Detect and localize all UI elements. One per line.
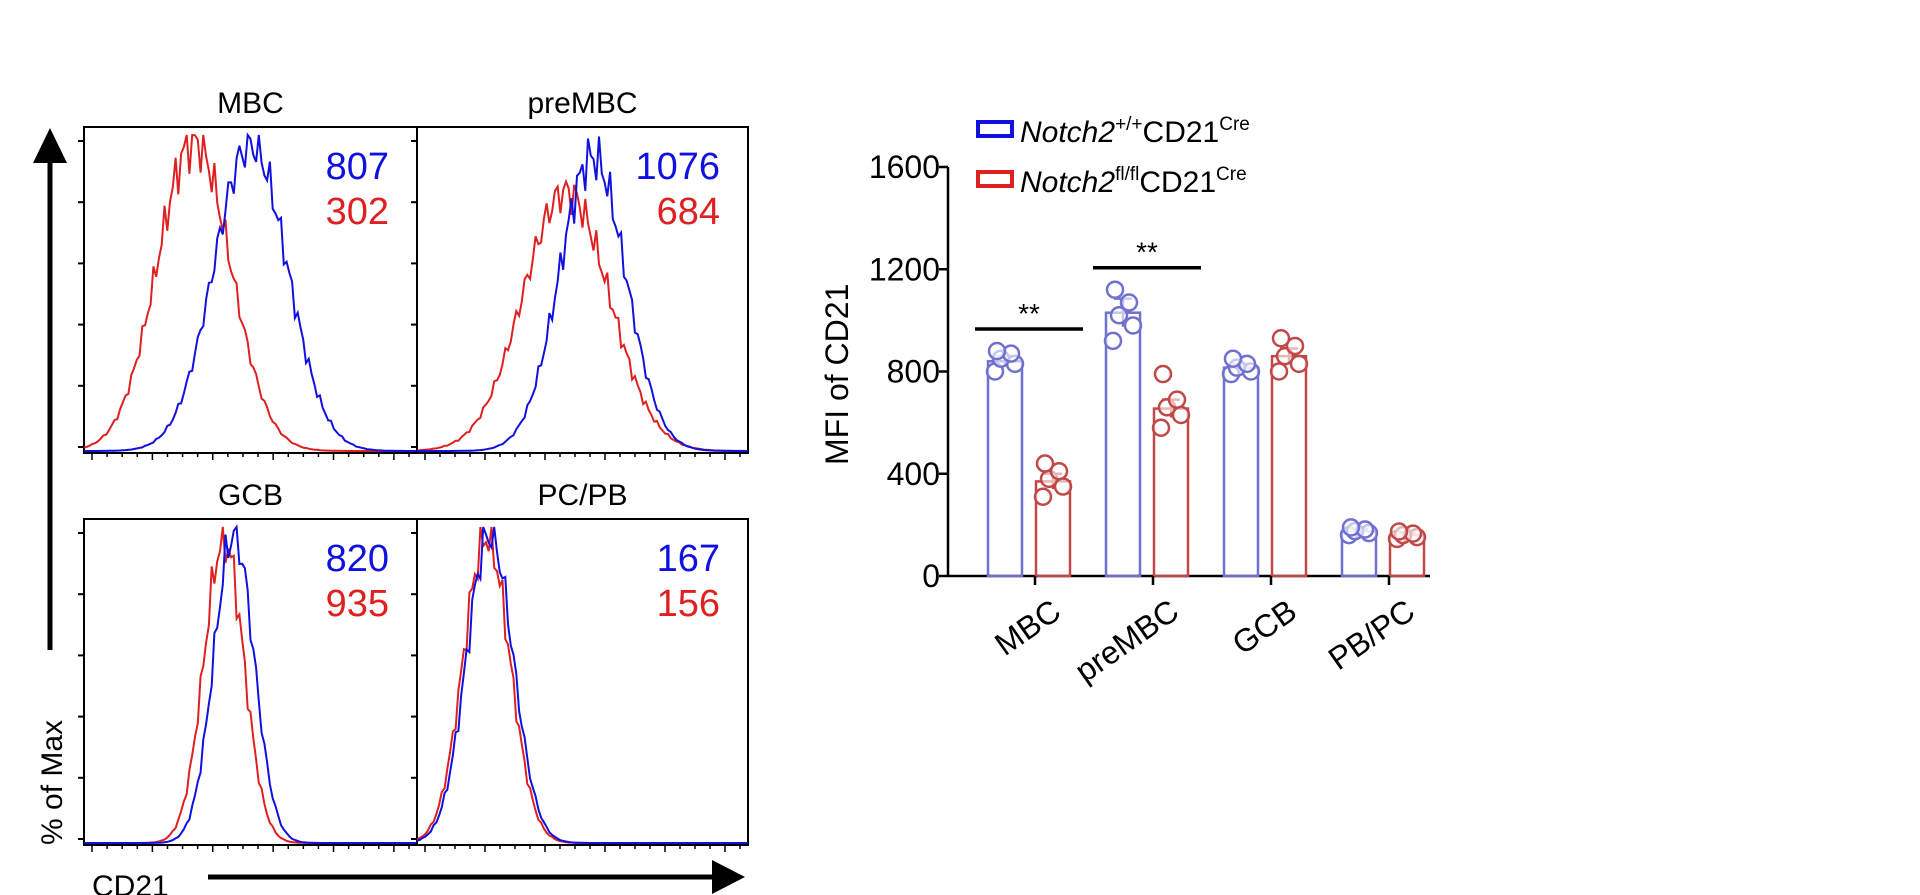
histogram-wt-value: 820 [326,538,389,580]
histogram-curve-wt [84,132,417,452]
legend-wt-gene: Notch2 [1020,116,1115,149]
histogram-ko-value: 302 [326,191,389,233]
data-point-ko [1289,354,1309,374]
legend-ko-genotype: fl/fl [1115,164,1139,185]
legend-wt-driver: CD21 [1143,116,1220,149]
y-axis-label: % of Max [36,720,69,845]
bar-wt [986,360,1024,578]
histogram-wt-value: 167 [657,538,720,580]
legend-label-wt: Notch2+/+CD21Cre [1020,114,1250,149]
x-axis-label: CD21 [92,870,169,895]
histogram-wt-value: 1076 [635,146,720,188]
data-point-ko [1151,418,1171,437]
histogram-title: preMBC [527,87,637,120]
data-point-wt [1341,518,1361,537]
data-point-ko [1389,522,1409,541]
x-tick-label: MBC [988,592,1067,662]
x-axis-arrowhead [712,860,745,894]
x-tick-label: preMBC [1068,592,1185,689]
significance-label: ** [1018,298,1040,329]
legend: Notch2+/+CD21Cre Notch2fl/flCD21Cre [976,114,1250,199]
data-point-ko [1035,454,1055,473]
histogram-curve-wt [416,526,748,844]
data-point-wt [1123,316,1143,335]
histogram-curve-wt [84,524,417,844]
histogram-title: GCB [218,479,283,512]
legend-swatch-wt [976,120,1014,138]
data-point-ko [1285,336,1305,356]
legend-swatch-ko [976,170,1014,188]
histogram-frame [416,126,749,454]
bar-chart-y-label: MFI of CD21 [819,284,855,465]
histogram-title: MBC [217,87,284,120]
x-tick-label: GCB [1226,592,1303,661]
bar-ko [1270,354,1308,578]
x-tick-label: PB/PC [1322,592,1421,677]
data-point-ko [1269,362,1289,381]
data-point-ko [1049,461,1069,481]
y-tick-label: 1200 [869,251,940,287]
histogram-title: PC/PB [537,479,627,512]
data-point-wt [1223,349,1243,368]
legend-ko-driver: CD21 [1139,166,1216,199]
legend-wt-genotype: +/+ [1115,114,1142,135]
data-point-ko [1271,329,1291,348]
legend-label-ko: Notch2fl/flCD21Cre [1020,164,1247,199]
bar-wt [1222,366,1260,578]
y-tick-label: 1600 [869,149,940,185]
data-point-ko [1167,390,1187,409]
y-tick-label: 0 [922,558,940,594]
data-point-ko [1153,364,1173,384]
data-point-wt [1109,306,1129,325]
bar-wt [1104,311,1142,578]
y-axis-arrowhead [33,128,67,163]
data-point-wt [1105,280,1125,299]
legend-ko-driver-sup: Cre [1216,164,1247,185]
data-point-ko [1033,487,1053,507]
histogram-ko-value: 684 [657,191,720,233]
bar-chart: 0 400 800 1200 1600 MBC preMBC GCB PB/PC ** ** [869,149,1430,689]
data-point-wt [1103,331,1123,351]
y-tick-label: 400 [887,456,940,492]
histogram-curve-ko [83,133,417,452]
histogram-curve-wt [417,136,748,452]
histogram-frame [416,518,749,846]
significance-label: ** [1136,237,1158,268]
histogram-ko-value: 156 [657,583,720,625]
histogram-ko-value: 935 [326,583,389,625]
data-point-wt [987,341,1007,361]
legend-ko-gene: Notch2 [1020,166,1115,199]
histogram-wt-value: 807 [326,146,389,188]
data-point-wt [1119,293,1139,312]
legend-wt-driver-sup: Cre [1219,114,1250,135]
y-tick-label: 800 [887,354,940,390]
